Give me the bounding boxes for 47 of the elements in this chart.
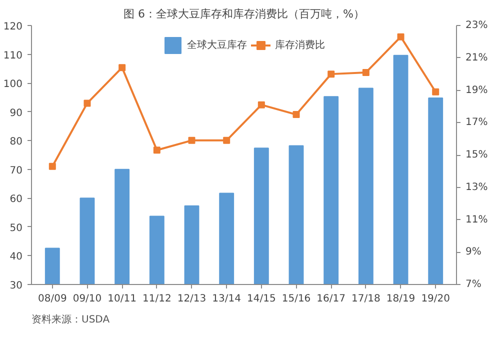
y-tick-label: 40: [10, 252, 23, 263]
y-tick-label: 70: [10, 165, 23, 176]
point: [397, 33, 404, 40]
y-tick-label: 90: [10, 108, 23, 119]
y2-tick-label: 23%: [466, 20, 488, 31]
point: [48, 162, 56, 170]
point: [432, 88, 440, 96]
legend-label: 全球大豆库存: [187, 38, 247, 52]
y2-tick-label: 11%: [466, 214, 488, 226]
y-tick-label: 80: [10, 136, 23, 148]
x-tick-label: 08/09: [38, 294, 67, 304]
y-tick-label: 110: [3, 50, 23, 62]
x-tick-label: 17/18: [352, 294, 380, 304]
y-tick-label: 60: [10, 194, 23, 206]
y-tick-label: 30: [10, 280, 23, 292]
y2-tick-label: 17%: [466, 117, 488, 128]
point: [258, 101, 265, 108]
point: [153, 146, 160, 154]
x-tick-label: 18/19: [386, 294, 416, 304]
y2-tick-label: 7%: [466, 279, 482, 290]
point: [188, 136, 196, 144]
y2-tick-label: 15%: [466, 150, 488, 160]
x-tick-label: 09/10: [72, 294, 102, 304]
x-tick-label: 16/17: [316, 294, 346, 304]
x-tick-label: 15/16: [282, 294, 311, 304]
x-tick-label: 12/13: [177, 294, 206, 304]
point: [84, 100, 91, 107]
y-tick-label: 50: [10, 222, 23, 234]
y-tick-label: 100: [3, 79, 23, 90]
x-tick-label: 19/20: [421, 294, 450, 304]
x-tick-label: 11/12: [142, 294, 172, 304]
x-tick-label: 14/15: [247, 294, 276, 304]
x-tick-label: 10/11: [108, 294, 136, 304]
point: [118, 64, 126, 72]
point: [292, 111, 300, 118]
y2-tick-label: 21%: [466, 52, 488, 64]
text: 资料来源：USDA: [32, 314, 110, 326]
point: [362, 68, 370, 76]
y2-tick-label: 9%: [466, 246, 482, 258]
legend-label: 库存消费比: [275, 38, 325, 52]
y2-tick-label: 19%: [466, 84, 488, 96]
point: [223, 136, 230, 144]
y2-tick-label: 13%: [466, 182, 488, 193]
point: [328, 70, 335, 78]
y-tick-label: 120: [3, 22, 23, 32]
x-tick-label: 13/14: [212, 294, 241, 304]
chart-title: 图 6：全球大豆库存和库存消费比（百万吨，%）: [124, 8, 364, 20]
